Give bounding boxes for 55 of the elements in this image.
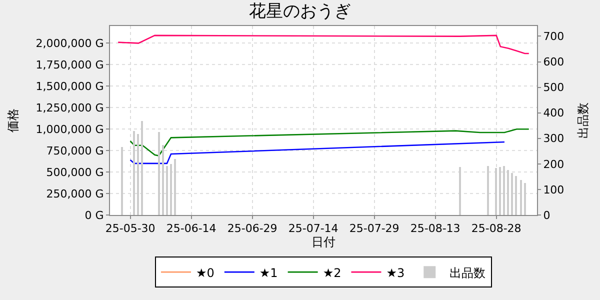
y2-tick-label: 100 xyxy=(543,183,564,196)
y-tick-label: 500,000 G xyxy=(46,166,104,179)
x-tick-label: 25-08-28 xyxy=(471,222,522,236)
bar xyxy=(511,173,513,215)
bar xyxy=(141,121,143,215)
bar xyxy=(137,134,139,215)
bar xyxy=(520,180,522,215)
line-series xyxy=(130,128,530,156)
y-tick-label: 1,500,000 G xyxy=(36,80,104,93)
bar xyxy=(487,166,489,215)
bar xyxy=(499,167,501,215)
bar xyxy=(524,183,526,215)
bar xyxy=(158,132,160,215)
bar xyxy=(133,131,135,215)
bar xyxy=(495,168,497,215)
line-series xyxy=(130,141,506,164)
y-tick-label: 1,750,000 G xyxy=(36,58,104,72)
bar xyxy=(174,159,176,215)
legend-label: ★0 xyxy=(196,266,214,280)
x-tick-label: 25-05-30 xyxy=(105,222,156,236)
legend-label: ★2 xyxy=(322,266,342,280)
bar xyxy=(503,166,505,215)
legend-label: 出品数 xyxy=(450,266,486,280)
bar xyxy=(459,167,461,215)
x-tick-label: 25-08-13 xyxy=(410,222,460,236)
bar xyxy=(170,164,172,215)
chart-title: 花星のおうぎ xyxy=(249,1,351,22)
y-tick-label: 250,000 G xyxy=(46,187,104,200)
y2-tick-label: 700 xyxy=(543,30,564,44)
legend-label: ★3 xyxy=(386,266,405,280)
bar xyxy=(515,176,517,215)
y-tick-label: 750,000 G xyxy=(46,144,104,158)
y2-tick-label: 300 xyxy=(543,132,564,146)
y-tick-label: 2,000,000 G xyxy=(36,37,104,50)
y2-tick-label: 500 xyxy=(543,81,564,94)
bar xyxy=(162,145,164,215)
x-tick-label: 25-07-29 xyxy=(349,222,400,236)
legend-label: ★1 xyxy=(259,266,278,280)
y2-tick-label: 0 xyxy=(543,208,550,222)
y2-tick-label: 400 xyxy=(543,106,564,120)
y2-tick-label: 600 xyxy=(543,56,564,69)
bar xyxy=(166,166,168,215)
bar xyxy=(121,147,123,215)
line-series xyxy=(117,34,530,54)
x-tick-label: 25-06-29 xyxy=(227,222,278,236)
y-tick-label: 1,250,000 G xyxy=(36,101,104,114)
y2-tick-label: 200 xyxy=(543,158,564,171)
y-axis-title: 価格 xyxy=(6,108,20,132)
x-tick-label: 25-06-14 xyxy=(166,222,216,236)
y-tick-label: 0 G xyxy=(84,208,104,222)
x-axis-title: 日付 xyxy=(312,235,336,250)
y-tick-label: 1,000,000 G xyxy=(36,122,104,136)
x-tick-label: 25-07-14 xyxy=(288,222,338,236)
y2-axis-title: 出品数 xyxy=(576,102,590,138)
bar xyxy=(507,170,509,215)
